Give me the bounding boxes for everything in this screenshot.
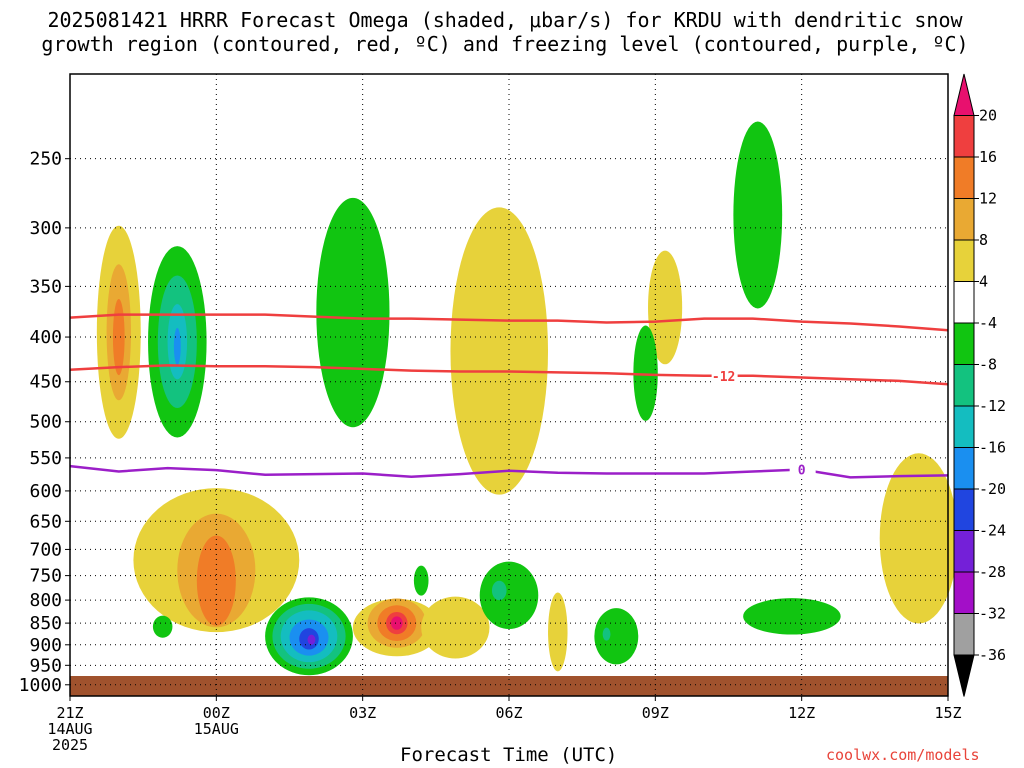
y-tick-label: 750 bbox=[29, 566, 62, 587]
colorbar-segment bbox=[953, 322, 975, 365]
colorbar-segment bbox=[953, 198, 975, 241]
y-tick-label: 800 bbox=[29, 590, 62, 611]
contour-label-bg bbox=[711, 367, 738, 384]
colorbar-label: -32 bbox=[979, 605, 1006, 623]
chart-title: 2025081421 HRRR Forecast Omega (shaded, … bbox=[0, 8, 1010, 56]
colorbar-label: 20 bbox=[979, 107, 997, 125]
colorbar-label: -12 bbox=[979, 397, 1006, 415]
y-tick-label: 650 bbox=[29, 511, 62, 532]
colorbar-label: -28 bbox=[979, 563, 1006, 581]
colorbar-segment bbox=[953, 530, 975, 573]
omega-region-33 bbox=[602, 627, 611, 641]
y-tick-label: 550 bbox=[29, 448, 62, 469]
contour-label: -12 bbox=[712, 370, 735, 385]
y-tick-label: 850 bbox=[29, 613, 62, 634]
colorbar-cap-bottom bbox=[953, 654, 975, 697]
colorbar-label: -4 bbox=[979, 314, 997, 332]
colorbar-segment bbox=[953, 281, 975, 324]
colorbar-segment bbox=[953, 115, 975, 158]
y-tick-label: 1000 bbox=[19, 675, 62, 696]
x-tick-label: 00Z bbox=[203, 704, 230, 722]
y-tick-label: 500 bbox=[29, 412, 62, 433]
y-tick-label: 450 bbox=[29, 372, 62, 393]
x-tick-label: 15Z bbox=[934, 704, 961, 722]
omega-region-27 bbox=[413, 565, 429, 596]
colorbar-segment bbox=[953, 488, 975, 531]
omega-region-29 bbox=[479, 561, 539, 630]
omega-region-2 bbox=[112, 298, 125, 376]
y-tick-label: 950 bbox=[29, 655, 62, 676]
y-tick-label: 350 bbox=[29, 276, 62, 297]
x-tick-label: 15AUG bbox=[194, 720, 239, 738]
omega-region-21 bbox=[307, 634, 316, 645]
colorbar-label: 4 bbox=[979, 273, 988, 291]
x-tick-label: 21Z bbox=[56, 704, 83, 722]
title-line-1: 2025081421 HRRR Forecast Omega (shaded, … bbox=[47, 8, 963, 32]
colorbar-segment bbox=[953, 239, 975, 282]
x-tick-label: 03Z bbox=[349, 704, 376, 722]
credit-link[interactable]: coolwx.com/models bbox=[826, 746, 980, 764]
colorbar-label: -36 bbox=[979, 646, 1006, 664]
colorbar-label: 16 bbox=[979, 148, 997, 166]
contour-label-bg bbox=[789, 461, 816, 478]
y-tick-label: 700 bbox=[29, 539, 62, 560]
y-tick-label: 900 bbox=[29, 635, 62, 656]
omega-region-30 bbox=[491, 580, 507, 601]
colorbar-segment bbox=[953, 156, 975, 199]
colorbar-label: -20 bbox=[979, 480, 1006, 498]
colorbar-label: 12 bbox=[979, 190, 997, 208]
omega-region-35 bbox=[879, 453, 958, 624]
x-tick-label: 06Z bbox=[495, 704, 522, 722]
x-tick-label: 14AUG bbox=[47, 720, 92, 738]
colorbar-segment bbox=[953, 613, 975, 656]
y-tick-label: 250 bbox=[29, 149, 62, 170]
contour-line-0 bbox=[69, 364, 949, 386]
omega-region-7 bbox=[316, 197, 390, 428]
omega-region-10 bbox=[633, 325, 658, 421]
y-tick-label: 400 bbox=[29, 327, 62, 348]
colorbar-label: -16 bbox=[979, 439, 1006, 457]
omega-region-34 bbox=[743, 598, 841, 635]
omega-region-15 bbox=[152, 615, 173, 638]
colorbar-cap-top bbox=[953, 73, 975, 116]
x-tick-label: 2025 bbox=[52, 736, 88, 754]
colorbar-segment bbox=[953, 571, 975, 614]
omega-region-26 bbox=[390, 616, 403, 630]
omega-region-6 bbox=[173, 327, 181, 365]
omega-region-31 bbox=[548, 592, 568, 672]
omega-region-11 bbox=[733, 121, 783, 309]
y-tick-label: 600 bbox=[29, 481, 62, 502]
omega-region-28 bbox=[421, 596, 490, 659]
x-tick-label: 09Z bbox=[642, 704, 669, 722]
title-line-2: growth region (contoured, red, ºC) and f… bbox=[41, 32, 969, 56]
colorbar-segment bbox=[953, 405, 975, 448]
omega-region-32 bbox=[594, 608, 639, 665]
omega-region-9 bbox=[648, 250, 683, 365]
x-axis-label: Forecast Time (UTC) bbox=[400, 744, 618, 766]
colorbar-label: -8 bbox=[979, 356, 997, 374]
colorbar-label: -24 bbox=[979, 522, 1006, 540]
y-tick-label: 300 bbox=[29, 218, 62, 239]
surface-band bbox=[70, 676, 948, 696]
colorbar-label: 8 bbox=[979, 231, 988, 249]
x-tick-label: 12Z bbox=[788, 704, 815, 722]
colorbar-segment bbox=[953, 447, 975, 490]
contour-label: 0 bbox=[798, 463, 806, 478]
colorbar-segment bbox=[953, 364, 975, 407]
omega-region-8 bbox=[450, 207, 549, 495]
omega-region-14 bbox=[196, 535, 236, 626]
contour-line-1 bbox=[69, 313, 949, 332]
